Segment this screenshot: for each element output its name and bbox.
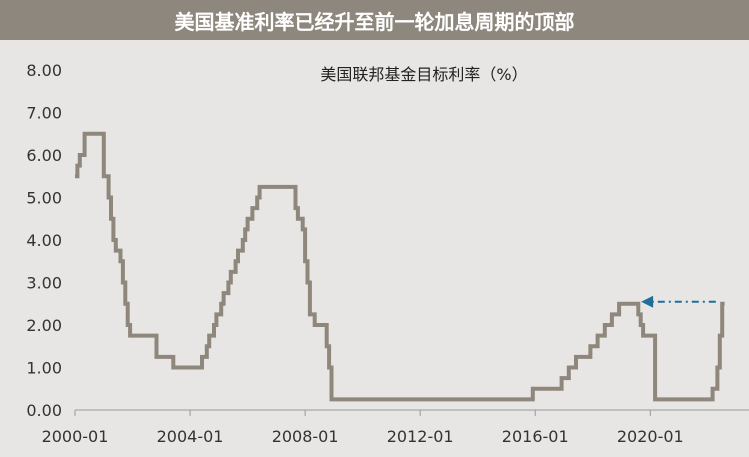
annotation-arrow <box>641 295 716 308</box>
x-tick-label: 2012-01 <box>387 427 454 446</box>
y-tick-label: 2.00 <box>26 316 62 335</box>
x-axis: 2000-01 2004-01 2008-01 2012-01 2016-01 2020-… <box>42 409 749 446</box>
y-tick-label: 7.00 <box>26 104 62 123</box>
series-title: 美国联邦基金目标利率（%） <box>320 65 527 84</box>
rate-series <box>75 131 725 402</box>
x-tick-label: 2016-01 <box>502 427 569 446</box>
chart-title: 美国基准利率已经升至前一轮加息周期的顶部 <box>174 9 575 34</box>
y-tick-label: 4.00 <box>26 231 62 250</box>
rate-series-line <box>75 131 725 402</box>
y-axis-ticks: 0.00 1.00 2.00 3.00 4.00 5.00 6.00 7.00 8.00 <box>26 61 62 420</box>
y-tick-label: 5.00 <box>26 189 62 208</box>
annotation-arrow-head <box>641 295 654 308</box>
y-tick-label: 3.00 <box>26 274 62 293</box>
y-tick-label: 0.00 <box>26 401 62 420</box>
chart-title-bar: 美国基准利率已经升至前一轮加息周期的顶部 <box>0 0 749 40</box>
x-tick-label: 2004-01 <box>157 427 224 446</box>
x-tick-label: 2008-01 <box>272 427 339 446</box>
x-tick-label: 2020-01 <box>617 427 684 446</box>
x-tick-label: 2000-01 <box>42 427 109 446</box>
y-tick-label: 8.00 <box>26 61 62 80</box>
plot-background <box>0 40 749 457</box>
y-tick-label: 6.00 <box>26 146 62 165</box>
y-tick-label: 1.00 <box>26 359 62 378</box>
